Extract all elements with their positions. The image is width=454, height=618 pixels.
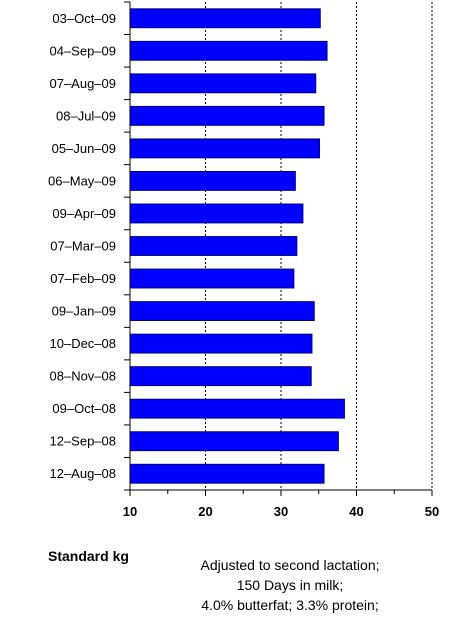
- x-tick-label: 40: [349, 504, 363, 519]
- x-tick-label: 10: [123, 504, 137, 519]
- bar: [129, 138, 321, 159]
- bar: [129, 301, 315, 322]
- y-tick-label: 09–Apr–09: [52, 206, 116, 221]
- y-tick-label: 10–Dec–08: [50, 336, 117, 351]
- y-tick-labels: 03–Oct–09 04–Sep–09 07–Aug–09 08–Jul–09 05–J…: [48, 11, 116, 481]
- x-axis-title: Standard kg: [48, 548, 129, 564]
- note-line: 150 Days in milk;: [236, 577, 344, 593]
- bar: [129, 170, 296, 191]
- y-tick-label: 09–Oct–08: [52, 401, 116, 416]
- bar: [129, 73, 317, 94]
- bar: [129, 268, 295, 289]
- x-tick-label: 50: [425, 504, 439, 519]
- bar: [129, 333, 313, 354]
- x-tick-label: 20: [198, 504, 212, 519]
- bars: [129, 8, 345, 484]
- y-tick-label: 04–Sep–09: [49, 43, 116, 58]
- y-tick-label: 03–Oct–09: [52, 11, 116, 26]
- bar: [129, 366, 312, 387]
- y-tick-label: 08–Jul–09: [56, 108, 116, 123]
- bar: [129, 463, 325, 484]
- y-tick-label: 05–Jun–09: [52, 141, 116, 156]
- note-line: 4.0% butterfat; 3.3% protein;: [201, 597, 379, 613]
- y-tick-label: 08–Nov–08: [50, 369, 117, 384]
- note-line: Adjusted to second lactation;: [200, 557, 380, 573]
- x-tick-label: 30: [274, 504, 288, 519]
- bar: [129, 203, 304, 224]
- y-tick-label: 07–Mar–09: [50, 239, 116, 254]
- bar: [129, 398, 345, 419]
- x-tick-labels: 10 20 30 40 50: [123, 504, 439, 519]
- bar: [129, 105, 325, 126]
- y-tick-label: 07–Feb–09: [50, 271, 116, 286]
- y-tick-label: 07–Aug–09: [49, 76, 116, 91]
- y-tick-label: 12–Sep–08: [49, 434, 116, 449]
- y-tick-label: 12–Aug–08: [49, 466, 116, 481]
- y-tick-label: 09–Jan–09: [52, 304, 116, 319]
- bar: [129, 431, 339, 452]
- bar: [129, 40, 328, 61]
- bar: [129, 8, 321, 29]
- y-tick-label: 06–May–09: [48, 173, 116, 188]
- bar: [129, 236, 298, 256]
- adjustment-note: Adjusted to second lactation; 150 Days i…: [190, 555, 390, 615]
- axes: [124, 1, 433, 496]
